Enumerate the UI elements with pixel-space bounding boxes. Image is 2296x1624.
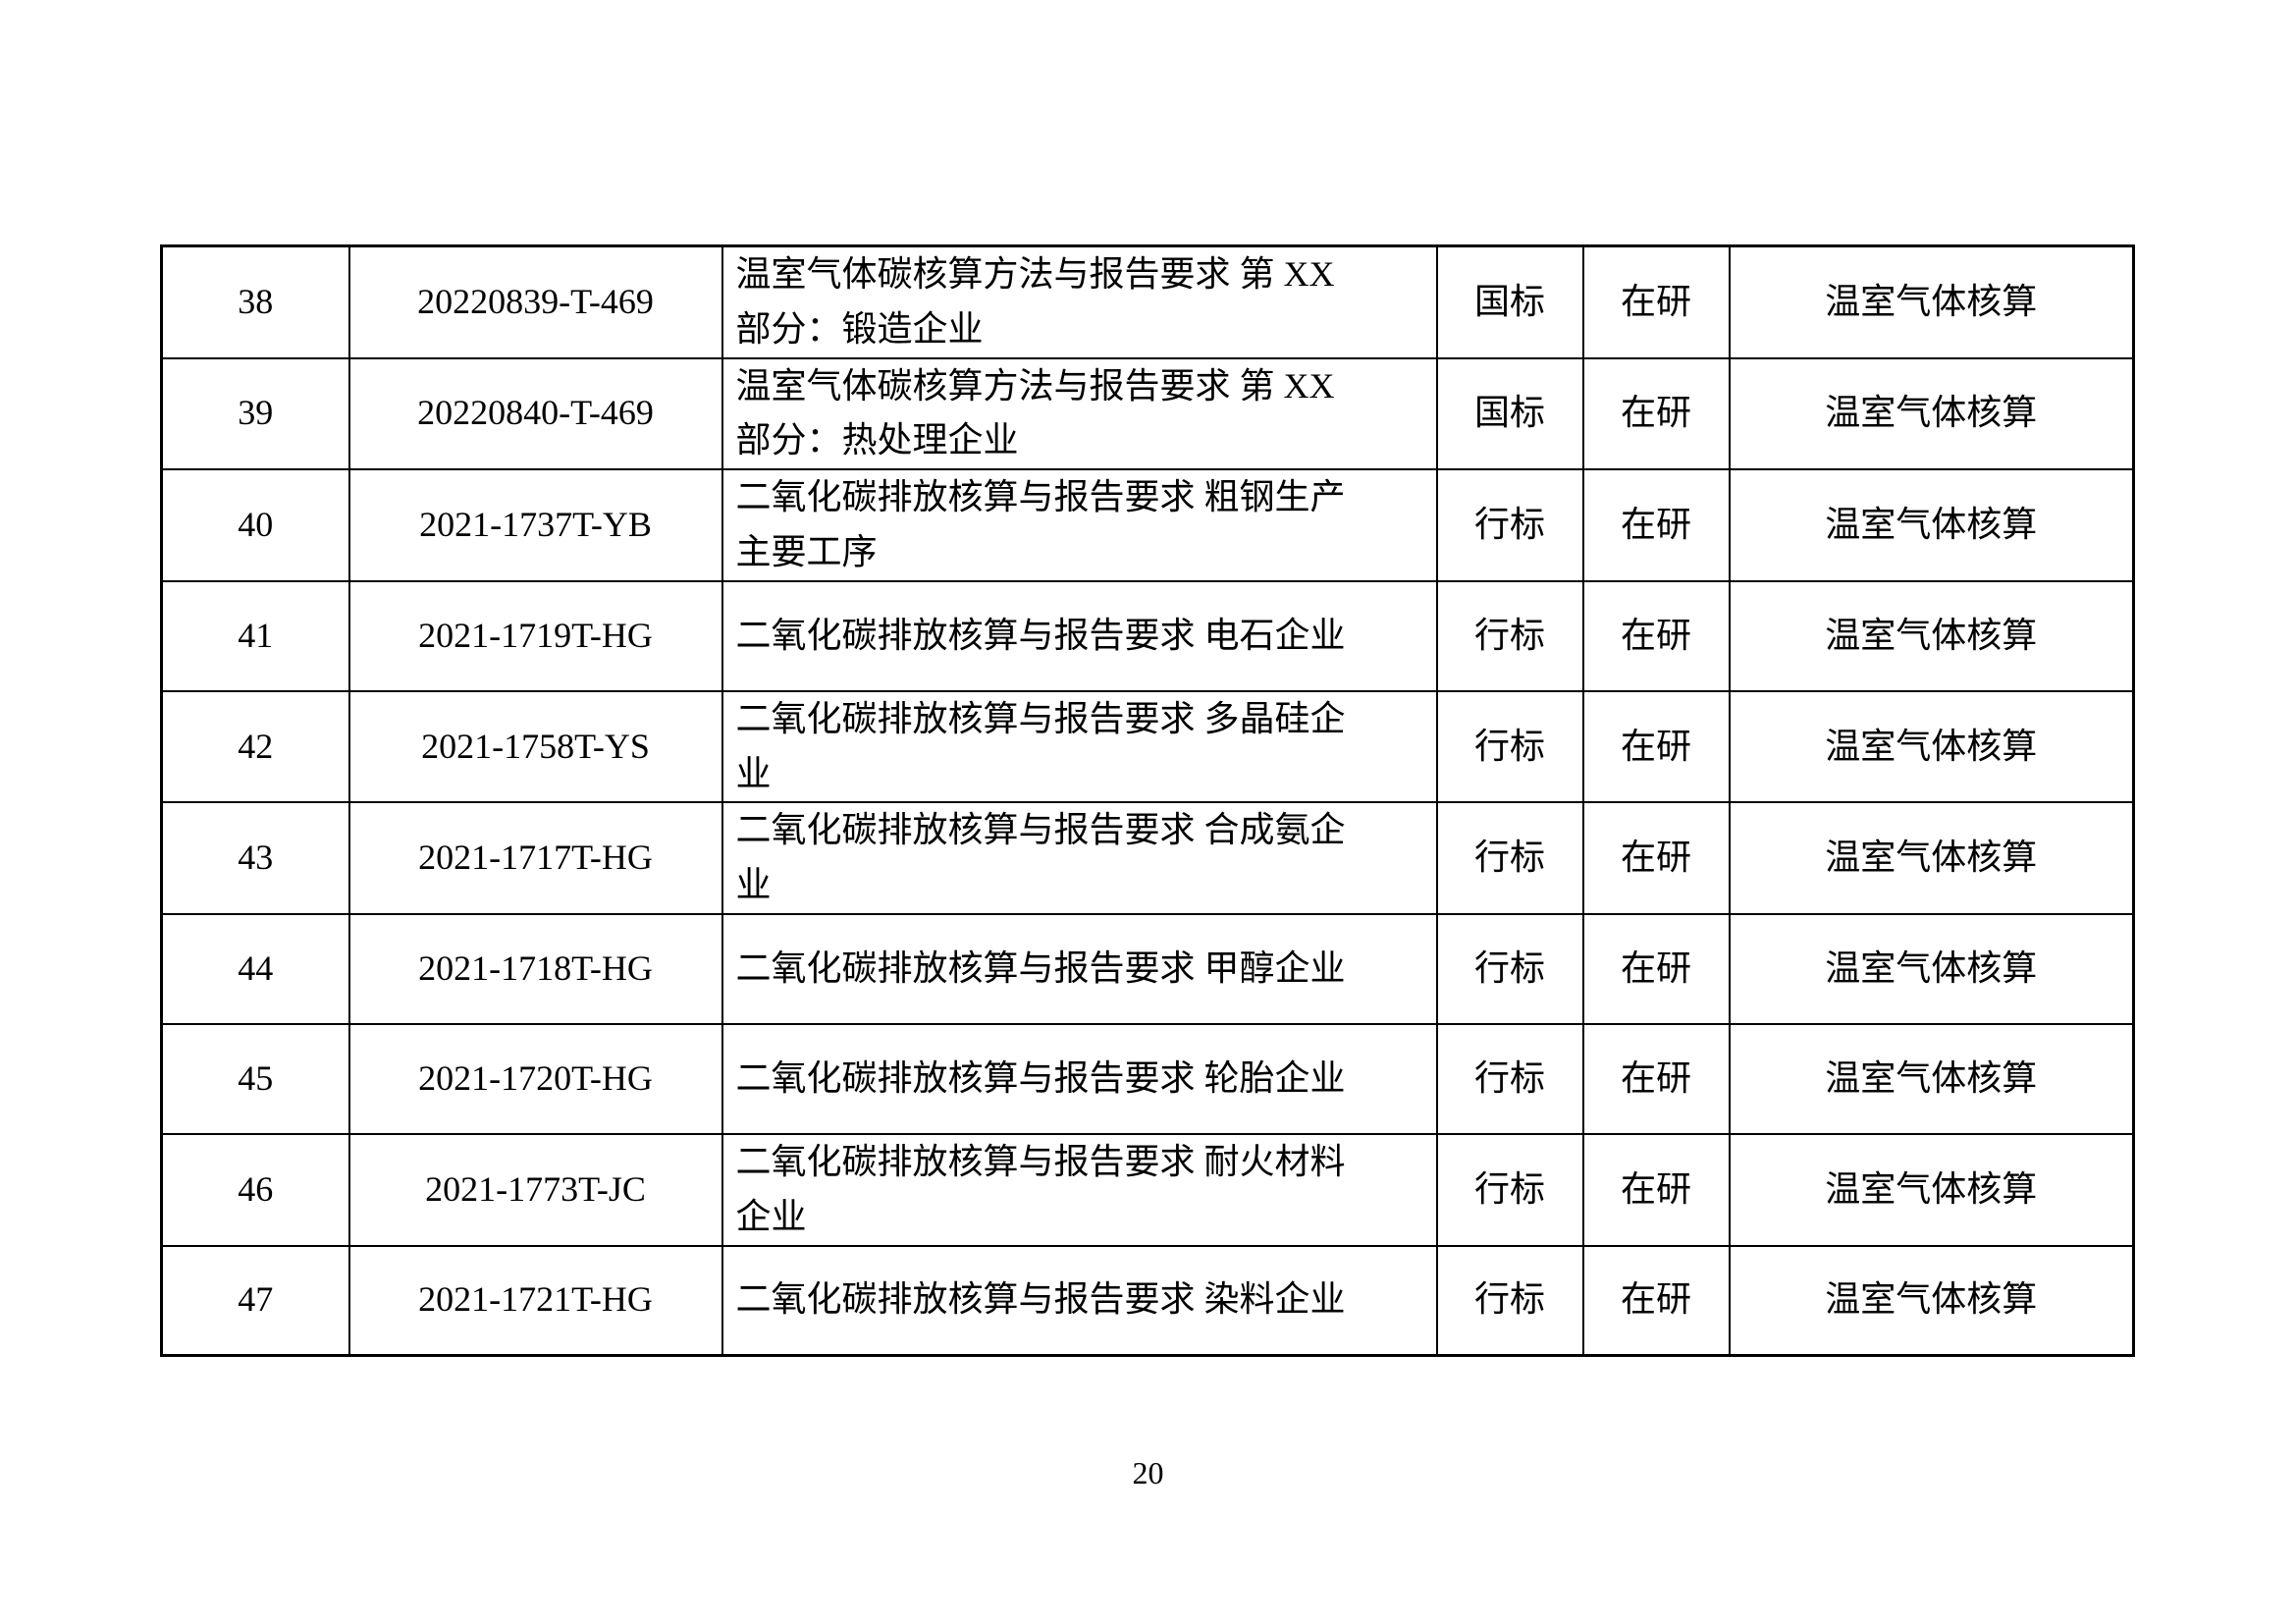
standard-code-cell: 2021-1773T-JC [347, 1132, 723, 1247]
category-cell: 温室气体核算 [1728, 801, 2135, 915]
row-number-cell: 38 [160, 244, 350, 359]
category-cell: 温室气体核算 [1728, 244, 2135, 359]
standard-code-cell: 20220840-T-469 [347, 356, 723, 471]
standard-type-cell: 行标 [1435, 579, 1584, 692]
standard-type-cell: 国标 [1435, 244, 1584, 359]
row-number-cell: 43 [160, 801, 350, 915]
category-cell: 温室气体核算 [1728, 468, 2135, 582]
category-cell: 温室气体核算 [1728, 1022, 2135, 1135]
standard-name-cell: 二氧化碳排放核算与报告要求 电石企业 [721, 579, 1438, 692]
standard-type-cell: 行标 [1435, 912, 1584, 1025]
table-row: 41 2021-1719T-HG 二氧化碳排放核算与报告要求 电石企业 行标 在… [160, 579, 2135, 692]
standard-name-cell: 二氧化碳排放核算与报告要求 多晶硅企 业 [721, 689, 1438, 804]
category-cell: 温室气体核算 [1728, 912, 2135, 1025]
category-cell: 温室气体核算 [1728, 579, 2135, 692]
table-row: 40 2021-1737T-YB 二氧化碳排放核算与报告要求 粗钢生产 主要工序… [160, 468, 2135, 582]
standard-code-cell: 2021-1717T-HG [347, 801, 723, 915]
table-row: 45 2021-1720T-HG 二氧化碳排放核算与报告要求 轮胎企业 行标 在… [160, 1022, 2135, 1135]
standard-name-cell: 温室气体碳核算方法与报告要求 第 XX 部分：热处理企业 [721, 356, 1438, 471]
row-number-cell: 44 [160, 912, 350, 1025]
standard-code-cell: 2021-1719T-HG [347, 579, 723, 692]
standard-type-cell: 行标 [1435, 1022, 1584, 1135]
standard-code-cell: 2021-1720T-HG [347, 1022, 723, 1135]
standard-code-cell: 2021-1718T-HG [347, 912, 723, 1025]
row-number-cell: 45 [160, 1022, 350, 1135]
standard-type-cell: 行标 [1435, 1244, 1584, 1357]
status-cell: 在研 [1581, 356, 1731, 471]
table-row: 43 2021-1717T-HG 二氧化碳排放核算与报告要求 合成氨企 业 行标… [160, 801, 2135, 915]
standard-name-cell: 二氧化碳排放核算与报告要求 耐火材料 企业 [721, 1132, 1438, 1247]
status-cell: 在研 [1581, 801, 1731, 915]
category-cell: 温室气体核算 [1728, 1132, 2135, 1247]
standards-table: 38 20220839-T-469 温室气体碳核算方法与报告要求 第 XX 部分… [160, 244, 2135, 1358]
status-cell: 在研 [1581, 244, 1731, 359]
table-row: 42 2021-1758T-YS 二氧化碳排放核算与报告要求 多晶硅企 业 行标… [160, 689, 2135, 804]
standard-code-cell: 2021-1721T-HG [347, 1244, 723, 1357]
table-row: 46 2021-1773T-JC 二氧化碳排放核算与报告要求 耐火材料 企业 行… [160, 1132, 2135, 1247]
standard-name-cell: 二氧化碳排放核算与报告要求 甲醇企业 [721, 912, 1438, 1025]
category-cell: 温室气体核算 [1728, 356, 2135, 471]
status-cell: 在研 [1581, 468, 1731, 582]
status-cell: 在研 [1581, 579, 1731, 692]
standard-type-cell: 行标 [1435, 689, 1584, 804]
status-cell: 在研 [1581, 1132, 1731, 1247]
standard-code-cell: 2021-1758T-YS [347, 689, 723, 804]
row-number-cell: 40 [160, 468, 350, 582]
standard-type-cell: 行标 [1435, 1132, 1584, 1247]
standard-name-cell: 二氧化碳排放核算与报告要求 粗钢生产 主要工序 [721, 468, 1438, 582]
standard-name-cell: 二氧化碳排放核算与报告要求 染料企业 [721, 1244, 1438, 1357]
status-cell: 在研 [1581, 689, 1731, 804]
standard-code-cell: 20220839-T-469 [347, 244, 723, 359]
standard-name-cell: 温室气体碳核算方法与报告要求 第 XX 部分：锻造企业 [721, 244, 1438, 359]
table-row: 47 2021-1721T-HG 二氧化碳排放核算与报告要求 染料企业 行标 在… [160, 1244, 2135, 1357]
standard-code-cell: 2021-1737T-YB [347, 468, 723, 582]
standard-name-cell: 二氧化碳排放核算与报告要求 合成氨企 业 [721, 801, 1438, 915]
status-cell: 在研 [1581, 912, 1731, 1025]
row-number-cell: 46 [160, 1132, 350, 1247]
table-row: 38 20220839-T-469 温室气体碳核算方法与报告要求 第 XX 部分… [160, 244, 2135, 359]
status-cell: 在研 [1581, 1244, 1731, 1357]
page-number: 20 [1132, 1455, 1164, 1490]
table-row: 44 2021-1718T-HG 二氧化碳排放核算与报告要求 甲醇企业 行标 在… [160, 912, 2135, 1025]
category-cell: 温室气体核算 [1728, 689, 2135, 804]
row-number-cell: 41 [160, 579, 350, 692]
category-cell: 温室气体核算 [1728, 1244, 2135, 1357]
table-row: 39 20220840-T-469 温室气体碳核算方法与报告要求 第 XX 部分… [160, 356, 2135, 471]
standard-type-cell: 行标 [1435, 468, 1584, 582]
standard-type-cell: 行标 [1435, 801, 1584, 915]
standard-name-cell: 二氧化碳排放核算与报告要求 轮胎企业 [721, 1022, 1438, 1135]
row-number-cell: 47 [160, 1244, 350, 1357]
status-cell: 在研 [1581, 1022, 1731, 1135]
standard-type-cell: 国标 [1435, 356, 1584, 471]
row-number-cell: 42 [160, 689, 350, 804]
row-number-cell: 39 [160, 356, 350, 471]
